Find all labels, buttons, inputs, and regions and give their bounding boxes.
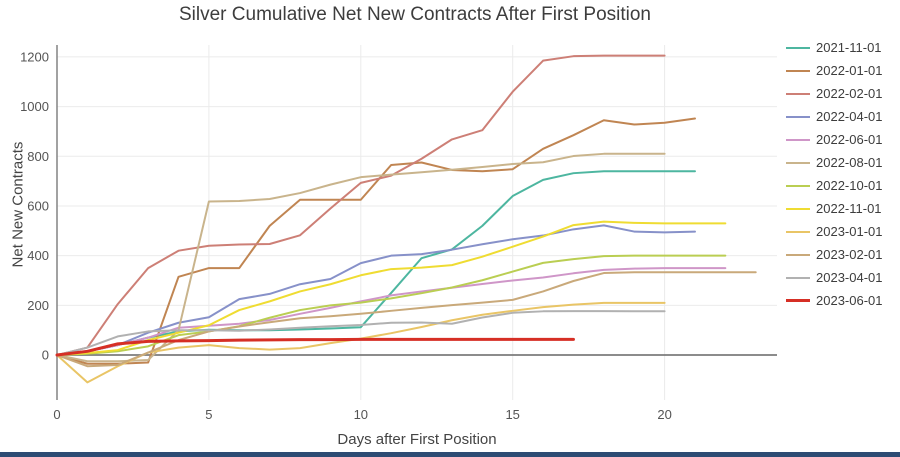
x-tick-label: 20 (657, 407, 671, 422)
legend-item-2022-11-01[interactable]: 2022-11-01 (786, 197, 898, 220)
x-tick-label: 15 (505, 407, 519, 422)
legend-swatch-icon (786, 184, 810, 187)
x-axis-label: Days after First Position (337, 431, 497, 448)
legend-label: 2022-02-01 (816, 86, 883, 101)
legend-swatch-icon (786, 46, 810, 49)
legend-item-2023-01-01[interactable]: 2023-01-01 (786, 220, 898, 243)
legend-item-2023-06-01[interactable]: 2023-06-01 (786, 289, 898, 312)
series-line-2022-01-01 (56, 117, 696, 365)
legend-label: 2023-02-01 (816, 247, 883, 262)
series-line-2023-02-01 (56, 271, 757, 368)
x-tick-label: 5 (205, 407, 212, 422)
y-tick-label: 1000 (20, 99, 49, 114)
x-tick-label: 10 (354, 407, 368, 422)
legend-swatch-icon (786, 230, 810, 233)
legend-label: 2022-10-01 (816, 178, 883, 193)
y-tick-label: 800 (27, 149, 49, 164)
legend-label: 2022-06-01 (816, 132, 883, 147)
series-line-2022-04-01 (56, 224, 696, 357)
legend-swatch-icon (786, 299, 810, 302)
series-line-2022-02-01 (56, 54, 666, 357)
legend-label: 2022-01-01 (816, 63, 883, 78)
legend-label: 2023-01-01 (816, 224, 883, 239)
chart-title: Silver Cumulative Net New Contracts Afte… (179, 4, 651, 25)
legend-swatch-icon (786, 92, 810, 95)
legend-item-2022-10-01[interactable]: 2022-10-01 (786, 174, 898, 197)
legend-swatch-icon (786, 207, 810, 210)
y-tick-label: 200 (27, 298, 49, 313)
footer-bar (0, 452, 900, 457)
series-line-2022-11-01 (56, 220, 727, 357)
legend-item-2021-11-01[interactable]: 2021-11-01 (786, 36, 898, 59)
legend-label: 2022-11-01 (816, 201, 882, 216)
series-line-2023-04-01 (56, 310, 666, 357)
legend-label: 2023-06-01 (816, 293, 883, 308)
y-tick-label: 400 (27, 248, 49, 263)
legend-label: 2022-04-01 (816, 109, 883, 124)
series-line-2021-11-01 (56, 170, 696, 357)
series-line-2022-10-01 (56, 254, 727, 357)
legend-swatch-icon (786, 69, 810, 72)
legend-item-2023-02-01[interactable]: 2023-02-01 (786, 243, 898, 266)
legend-item-2022-02-01[interactable]: 2022-02-01 (786, 82, 898, 105)
legend-swatch-icon (786, 276, 810, 279)
x-tick-label: 0 (53, 407, 60, 422)
legend-item-2022-01-01[interactable]: 2022-01-01 (786, 59, 898, 82)
legend-item-2023-04-01[interactable]: 2023-04-01 (786, 266, 898, 289)
legend-label: 2021-11-01 (816, 40, 882, 55)
legend-item-2022-08-01[interactable]: 2022-08-01 (786, 151, 898, 174)
legend-label: 2022-08-01 (816, 155, 883, 170)
legend-swatch-icon (786, 115, 810, 118)
legend-item-2022-06-01[interactable]: 2022-06-01 (786, 128, 898, 151)
legend-label: 2023-04-01 (816, 270, 883, 285)
legend-swatch-icon (786, 138, 810, 141)
legend: 2021-11-01 2022-01-01 2022-02-01 2022-04-01… (786, 36, 898, 312)
y-tick-label: 1200 (20, 49, 49, 64)
legend-swatch-icon (786, 253, 810, 256)
legend-item-2022-04-01[interactable]: 2022-04-01 (786, 105, 898, 128)
series-line-2023-06-01 (55, 337, 575, 357)
legend-swatch-icon (786, 161, 810, 164)
y-tick-label: 600 (27, 198, 49, 213)
y-tick-label: 0 (42, 348, 49, 363)
